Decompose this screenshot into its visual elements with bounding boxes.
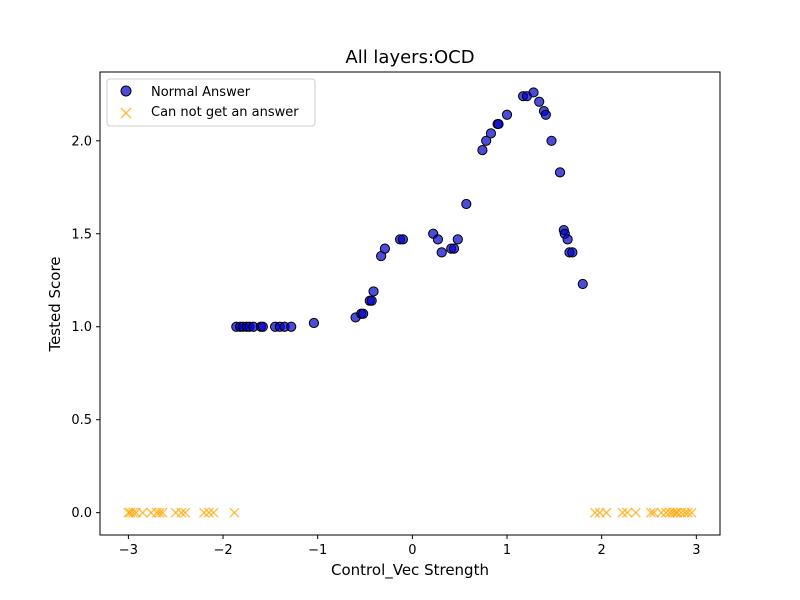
x-tick-label: 0 bbox=[408, 543, 416, 558]
data-point-normal-answer bbox=[567, 247, 578, 258]
data-point-normal-answer bbox=[286, 321, 297, 332]
data-point-no-answer bbox=[656, 507, 667, 518]
data-point-no-answer bbox=[672, 507, 683, 518]
data-point-no-answer bbox=[648, 507, 659, 518]
data-point-normal-answer bbox=[534, 96, 545, 107]
plot-area bbox=[123, 87, 697, 518]
data-point-no-answer bbox=[208, 507, 219, 518]
data-point-normal-answer bbox=[481, 135, 492, 146]
plot-frame bbox=[99, 71, 721, 536]
data-point-normal-answer bbox=[379, 243, 391, 254]
data-point-normal-answer bbox=[577, 278, 588, 290]
data-point-no-answer bbox=[123, 507, 134, 518]
data-point-no-answer bbox=[203, 507, 214, 518]
data-point-normal-answer bbox=[308, 317, 320, 329]
y-tick-label: 1.5 bbox=[71, 227, 92, 242]
x-axis-label: Control_Vec Strength bbox=[331, 561, 489, 580]
data-point-normal-answer bbox=[358, 308, 369, 319]
data-point-no-answer bbox=[199, 507, 210, 518]
y-tick-label: 2.0 bbox=[71, 134, 92, 149]
data-point-normal-answer bbox=[562, 234, 573, 245]
data-point-normal-answer bbox=[493, 118, 504, 130]
data-point-no-answer bbox=[128, 507, 139, 518]
data-point-normal-answer bbox=[485, 128, 497, 139]
data-point-normal-answer bbox=[540, 109, 551, 120]
data-point-no-answer bbox=[229, 507, 240, 518]
data-point-normal-answer bbox=[528, 87, 539, 98]
data-point-normal-answer bbox=[432, 234, 444, 245]
series-no-answer bbox=[123, 507, 697, 518]
data-point-no-answer bbox=[137, 507, 148, 518]
data-point-no-answer bbox=[601, 507, 612, 518]
data-point-no-answer bbox=[157, 507, 168, 518]
data-point-no-answer bbox=[622, 507, 633, 518]
data-point-no-answer bbox=[180, 507, 191, 518]
data-point-no-answer bbox=[617, 507, 628, 518]
data-point-no-answer bbox=[682, 507, 693, 518]
data-point-no-answer bbox=[630, 507, 641, 518]
data-point-normal-answer bbox=[477, 144, 488, 156]
data-point-normal-answer bbox=[436, 247, 447, 258]
axes: −3 −2 −1 0 1 2 3 0.0 0.5 1.0 1.5 2.0 bbox=[71, 134, 700, 558]
legend-no-answer-label: Can not get an answer bbox=[151, 105, 299, 120]
data-point-normal-answer bbox=[366, 295, 377, 306]
chart-title: All layers:OCD bbox=[345, 47, 474, 68]
data-point-no-answer bbox=[176, 507, 187, 518]
data-point-no-answer bbox=[154, 507, 165, 518]
data-point-no-answer bbox=[645, 507, 656, 518]
legend-normal-answer-marker bbox=[120, 85, 132, 97]
x-tick-label: −3 bbox=[119, 543, 138, 558]
data-point-no-answer bbox=[667, 507, 678, 518]
y-tick-label: 1.0 bbox=[71, 320, 92, 335]
x-tick-label: 1 bbox=[503, 543, 511, 558]
data-point-normal-answer bbox=[554, 167, 566, 178]
data-point-normal-answer bbox=[452, 234, 463, 245]
legend-box bbox=[106, 78, 316, 127]
y-axis-label: Tested Score bbox=[46, 256, 64, 352]
data-point-no-answer bbox=[686, 507, 697, 518]
series-normal-answer bbox=[231, 87, 588, 332]
data-point-no-answer bbox=[589, 507, 601, 518]
data-point-normal-answer bbox=[397, 234, 409, 245]
data-point-normal-answer bbox=[448, 243, 460, 254]
legend-normal-answer-label: Normal Answer bbox=[151, 85, 251, 100]
legend: Normal Answer Can not get an answer bbox=[106, 78, 316, 127]
y-tick-label: 0.5 bbox=[71, 413, 92, 428]
x-tick-label: 2 bbox=[598, 543, 606, 558]
x-tick-label: −2 bbox=[213, 543, 232, 558]
data-point-normal-answer bbox=[257, 321, 268, 332]
data-point-normal-answer bbox=[368, 286, 379, 297]
data-point-normal-answer bbox=[546, 135, 557, 146]
data-point-normal-answer bbox=[501, 109, 513, 120]
x-tick-label: −1 bbox=[308, 543, 327, 558]
data-point-normal-answer bbox=[461, 198, 472, 210]
x-tick-label: 3 bbox=[692, 543, 700, 558]
y-tick-label: 0.0 bbox=[71, 506, 92, 521]
legend-no-answer-marker bbox=[120, 107, 132, 119]
